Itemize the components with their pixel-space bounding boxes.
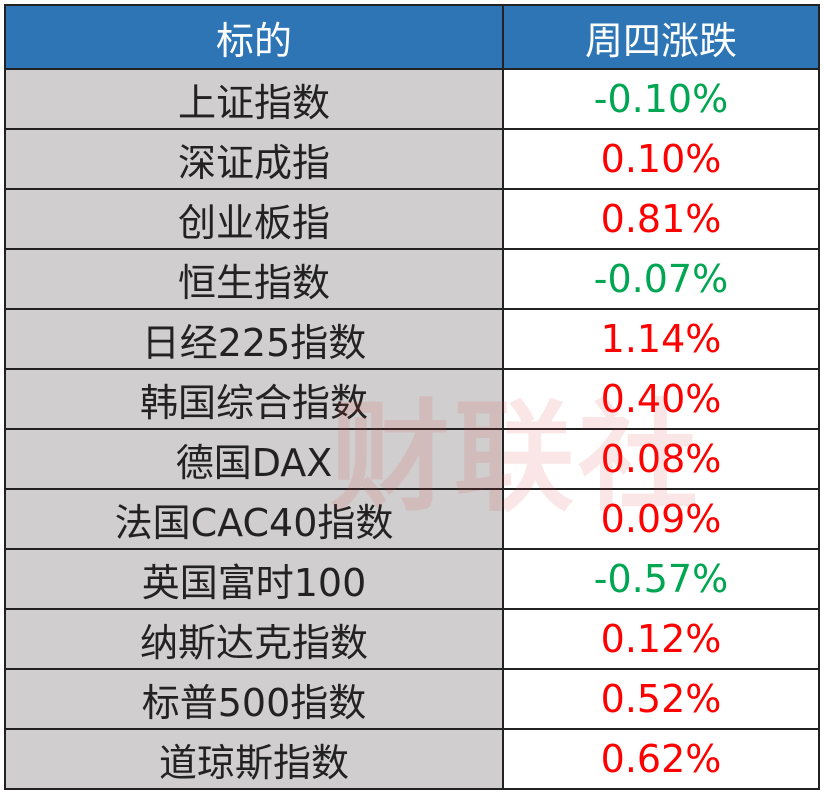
table-row: 道琼斯指数 0.62% [6,730,820,790]
change-value: -0.07% [504,250,820,310]
change-value: 0.40% [504,370,820,430]
index-name: 创业板指 [6,190,504,250]
table-row: 法国CAC40指数 0.09% [6,490,820,550]
change-value: 0.81% [504,190,820,250]
index-name: 韩国综合指数 [6,370,504,430]
header-cell: 标的 [6,6,504,70]
index-name: 恒生指数 [6,250,504,310]
index-name: 纳斯达克指数 [6,610,504,670]
index-name: 德国DAX [6,430,504,490]
change-value: -0.10% [504,70,820,130]
change-value: 0.12% [504,610,820,670]
table: 标的 周四涨跌 上证指数 -0.10% 深证成指 0.10% 创业板指 0.81% 恒生指数 -0… [4,4,820,790]
header-cell: 周四涨跌 [504,6,820,70]
change-value: 0.08% [504,430,820,490]
index-name: 深证成指 [6,130,504,190]
change-value: 0.10% [504,130,820,190]
change-value: 1.14% [504,310,820,370]
index-name: 道琼斯指数 [6,730,504,790]
table-row: 日经225指数 1.14% [6,310,820,370]
table-row: 纳斯达克指数 0.12% [6,610,820,670]
change-value: 0.09% [504,490,820,550]
change-value: 0.62% [504,730,820,790]
change-value: -0.57% [504,550,820,610]
index-name: 法国CAC40指数 [6,490,504,550]
table-row: 创业板指 0.81% [6,190,820,250]
table-row: 英国富时100 -0.57% [6,550,820,610]
table-row: 标普500指数 0.52% [6,670,820,730]
table-row: 韩国综合指数 0.40% [6,370,820,430]
table-row: 德国DAX 0.08% [6,430,820,490]
table-row: 深证成指 0.10% [6,130,820,190]
header-row: 标的 周四涨跌 [6,6,820,70]
index-name: 日经225指数 [6,310,504,370]
index-name: 标普500指数 [6,670,504,730]
index-name: 上证指数 [6,70,504,130]
table-row: 上证指数 -0.10% [6,70,820,130]
index-name: 英国富时100 [6,550,504,610]
change-value: 0.52% [504,670,820,730]
table-row: 恒生指数 -0.07% [6,250,820,310]
